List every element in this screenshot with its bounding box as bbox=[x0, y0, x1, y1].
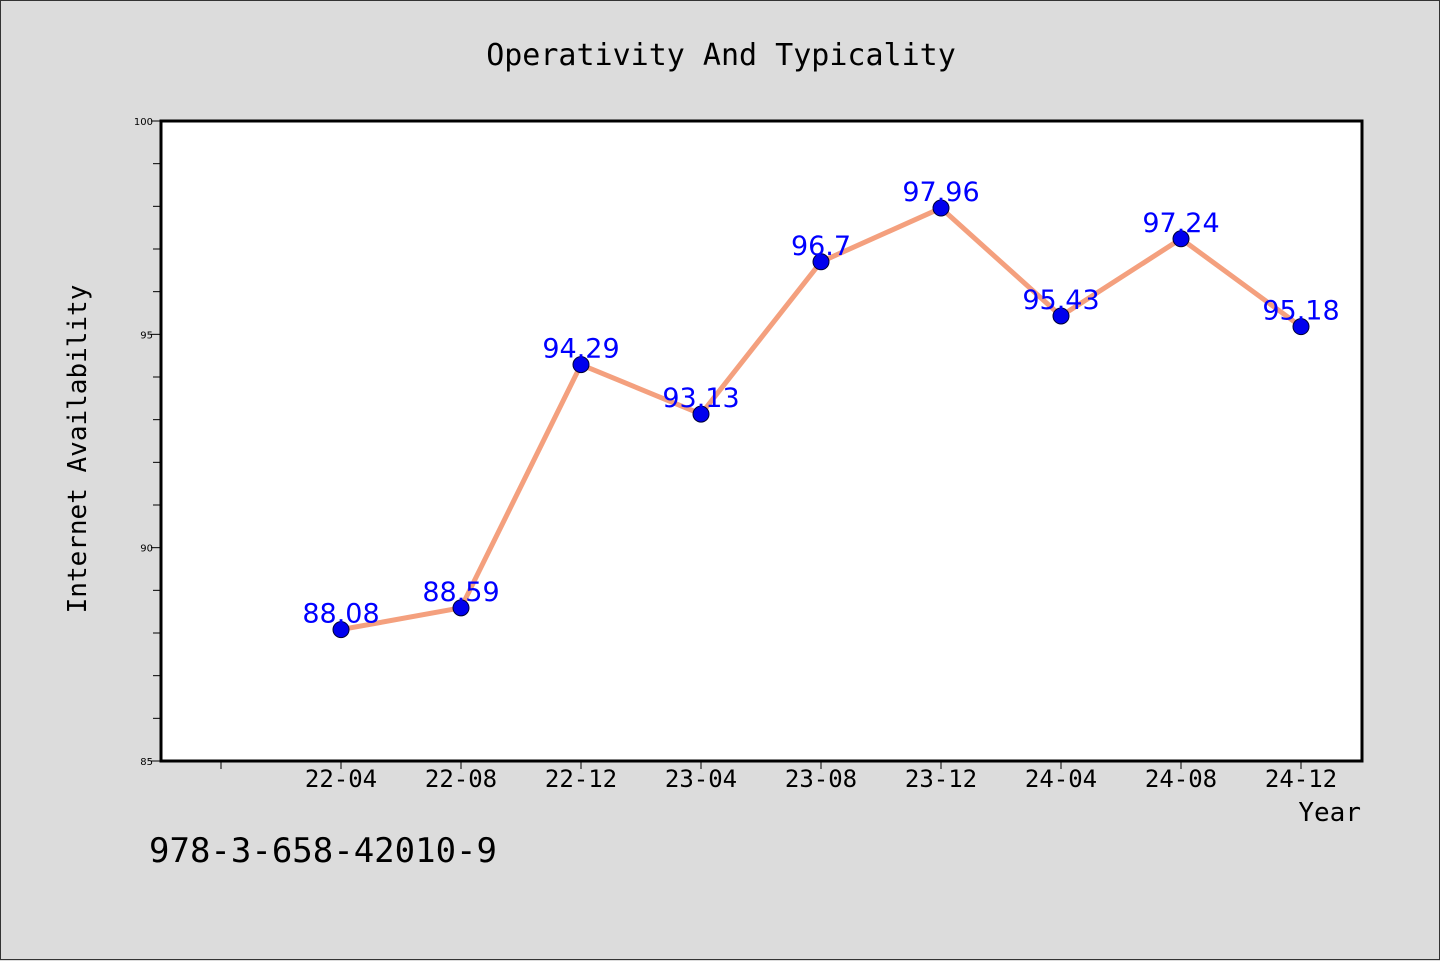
data-point bbox=[572, 356, 590, 374]
x-axis-ticks: 22-04 22-08 22-12 23-04 23-08 23-12 24-04 24-08… bbox=[220, 761, 1337, 793]
data-label: 88.08 bbox=[302, 599, 379, 630]
x-tick-label: 22-04 bbox=[305, 765, 377, 793]
y-axis-ticks: 85 90 95 100 bbox=[134, 117, 161, 768]
data-point bbox=[1052, 307, 1070, 325]
x-axis-label: Year bbox=[1298, 798, 1361, 828]
x-tick-label: 23-08 bbox=[785, 765, 857, 793]
data-label: 94.29 bbox=[542, 334, 619, 365]
data-label: 97.96 bbox=[902, 177, 979, 208]
y-tick-label: 95 bbox=[140, 330, 153, 341]
x-tick-label: 23-12 bbox=[905, 765, 977, 793]
x-tick-label: 22-08 bbox=[425, 765, 497, 793]
data-point bbox=[452, 599, 470, 617]
data-point bbox=[1292, 318, 1310, 336]
data-label: 93.13 bbox=[662, 383, 739, 414]
data-label: 95.18 bbox=[1262, 296, 1339, 327]
data-label: 88.59 bbox=[422, 577, 499, 608]
isbn-annotation: 978-3-658-42010-9 bbox=[149, 831, 497, 871]
y-tick-label: 100 bbox=[134, 117, 153, 128]
data-point bbox=[812, 253, 830, 271]
data-label: 95.43 bbox=[1022, 285, 1099, 316]
y-tick-label: 85 bbox=[140, 757, 153, 768]
x-tick-label: 24-04 bbox=[1025, 765, 1097, 793]
y-axis-label: Internet Availability bbox=[63, 285, 93, 614]
data-label: 97.24 bbox=[1142, 208, 1219, 239]
data-point bbox=[332, 621, 350, 639]
plot-area bbox=[159, 119, 1364, 763]
y-tick-label: 90 bbox=[140, 544, 153, 555]
data-point bbox=[692, 405, 710, 423]
data-labels: 88.08 88.59 94.29 93.13 96.7 97.96 95.43 97.24 9… bbox=[302, 177, 1339, 630]
series-markers bbox=[332, 199, 1310, 639]
data-label: 96.7 bbox=[791, 231, 851, 262]
data-point bbox=[1172, 230, 1190, 248]
data-point bbox=[932, 199, 950, 217]
chart-title: Operativity And Typicality bbox=[486, 38, 956, 73]
x-tick-label: 23-04 bbox=[665, 765, 737, 793]
x-tick-label: 22-12 bbox=[545, 765, 617, 793]
x-tick-label: 24-08 bbox=[1145, 765, 1217, 793]
x-tick-label: 24-12 bbox=[1265, 765, 1337, 793]
